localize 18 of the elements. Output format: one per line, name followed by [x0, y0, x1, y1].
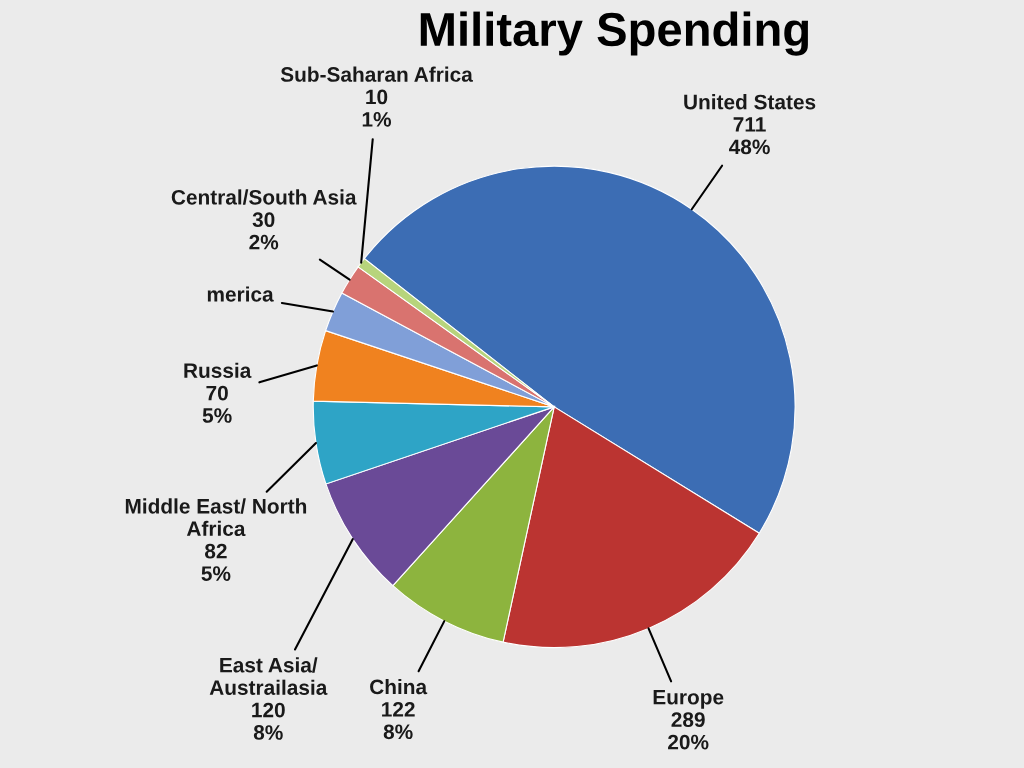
data-label: 122 8%	[382, 701, 415, 740]
slice-label: merica	[207, 286, 274, 302]
slice-label: Central/South Asia	[171, 189, 357, 205]
data-label: 82 5%	[201, 543, 231, 581]
data-label: 120 8%	[252, 702, 285, 740]
data-label: 70 5%	[202, 385, 232, 423]
slice-label: Sub-Saharan Africa	[280, 66, 473, 82]
chart-title: Military Spending	[420, 11, 809, 56]
data-label: 30 2%	[249, 212, 279, 250]
slice-label: Russia	[184, 362, 252, 378]
data-label: 10 1%	[362, 89, 392, 127]
data-label: 289 20%	[668, 712, 709, 750]
slice-label: United States	[684, 94, 816, 110]
slice-label: East Asia/ Austrailasia	[209, 657, 328, 695]
slice-label: China	[370, 678, 428, 695]
slice-label: Europe	[653, 690, 724, 709]
data-label: 711 48%	[729, 117, 770, 155]
slice-label: Middle East/ North Africa	[125, 498, 307, 537]
